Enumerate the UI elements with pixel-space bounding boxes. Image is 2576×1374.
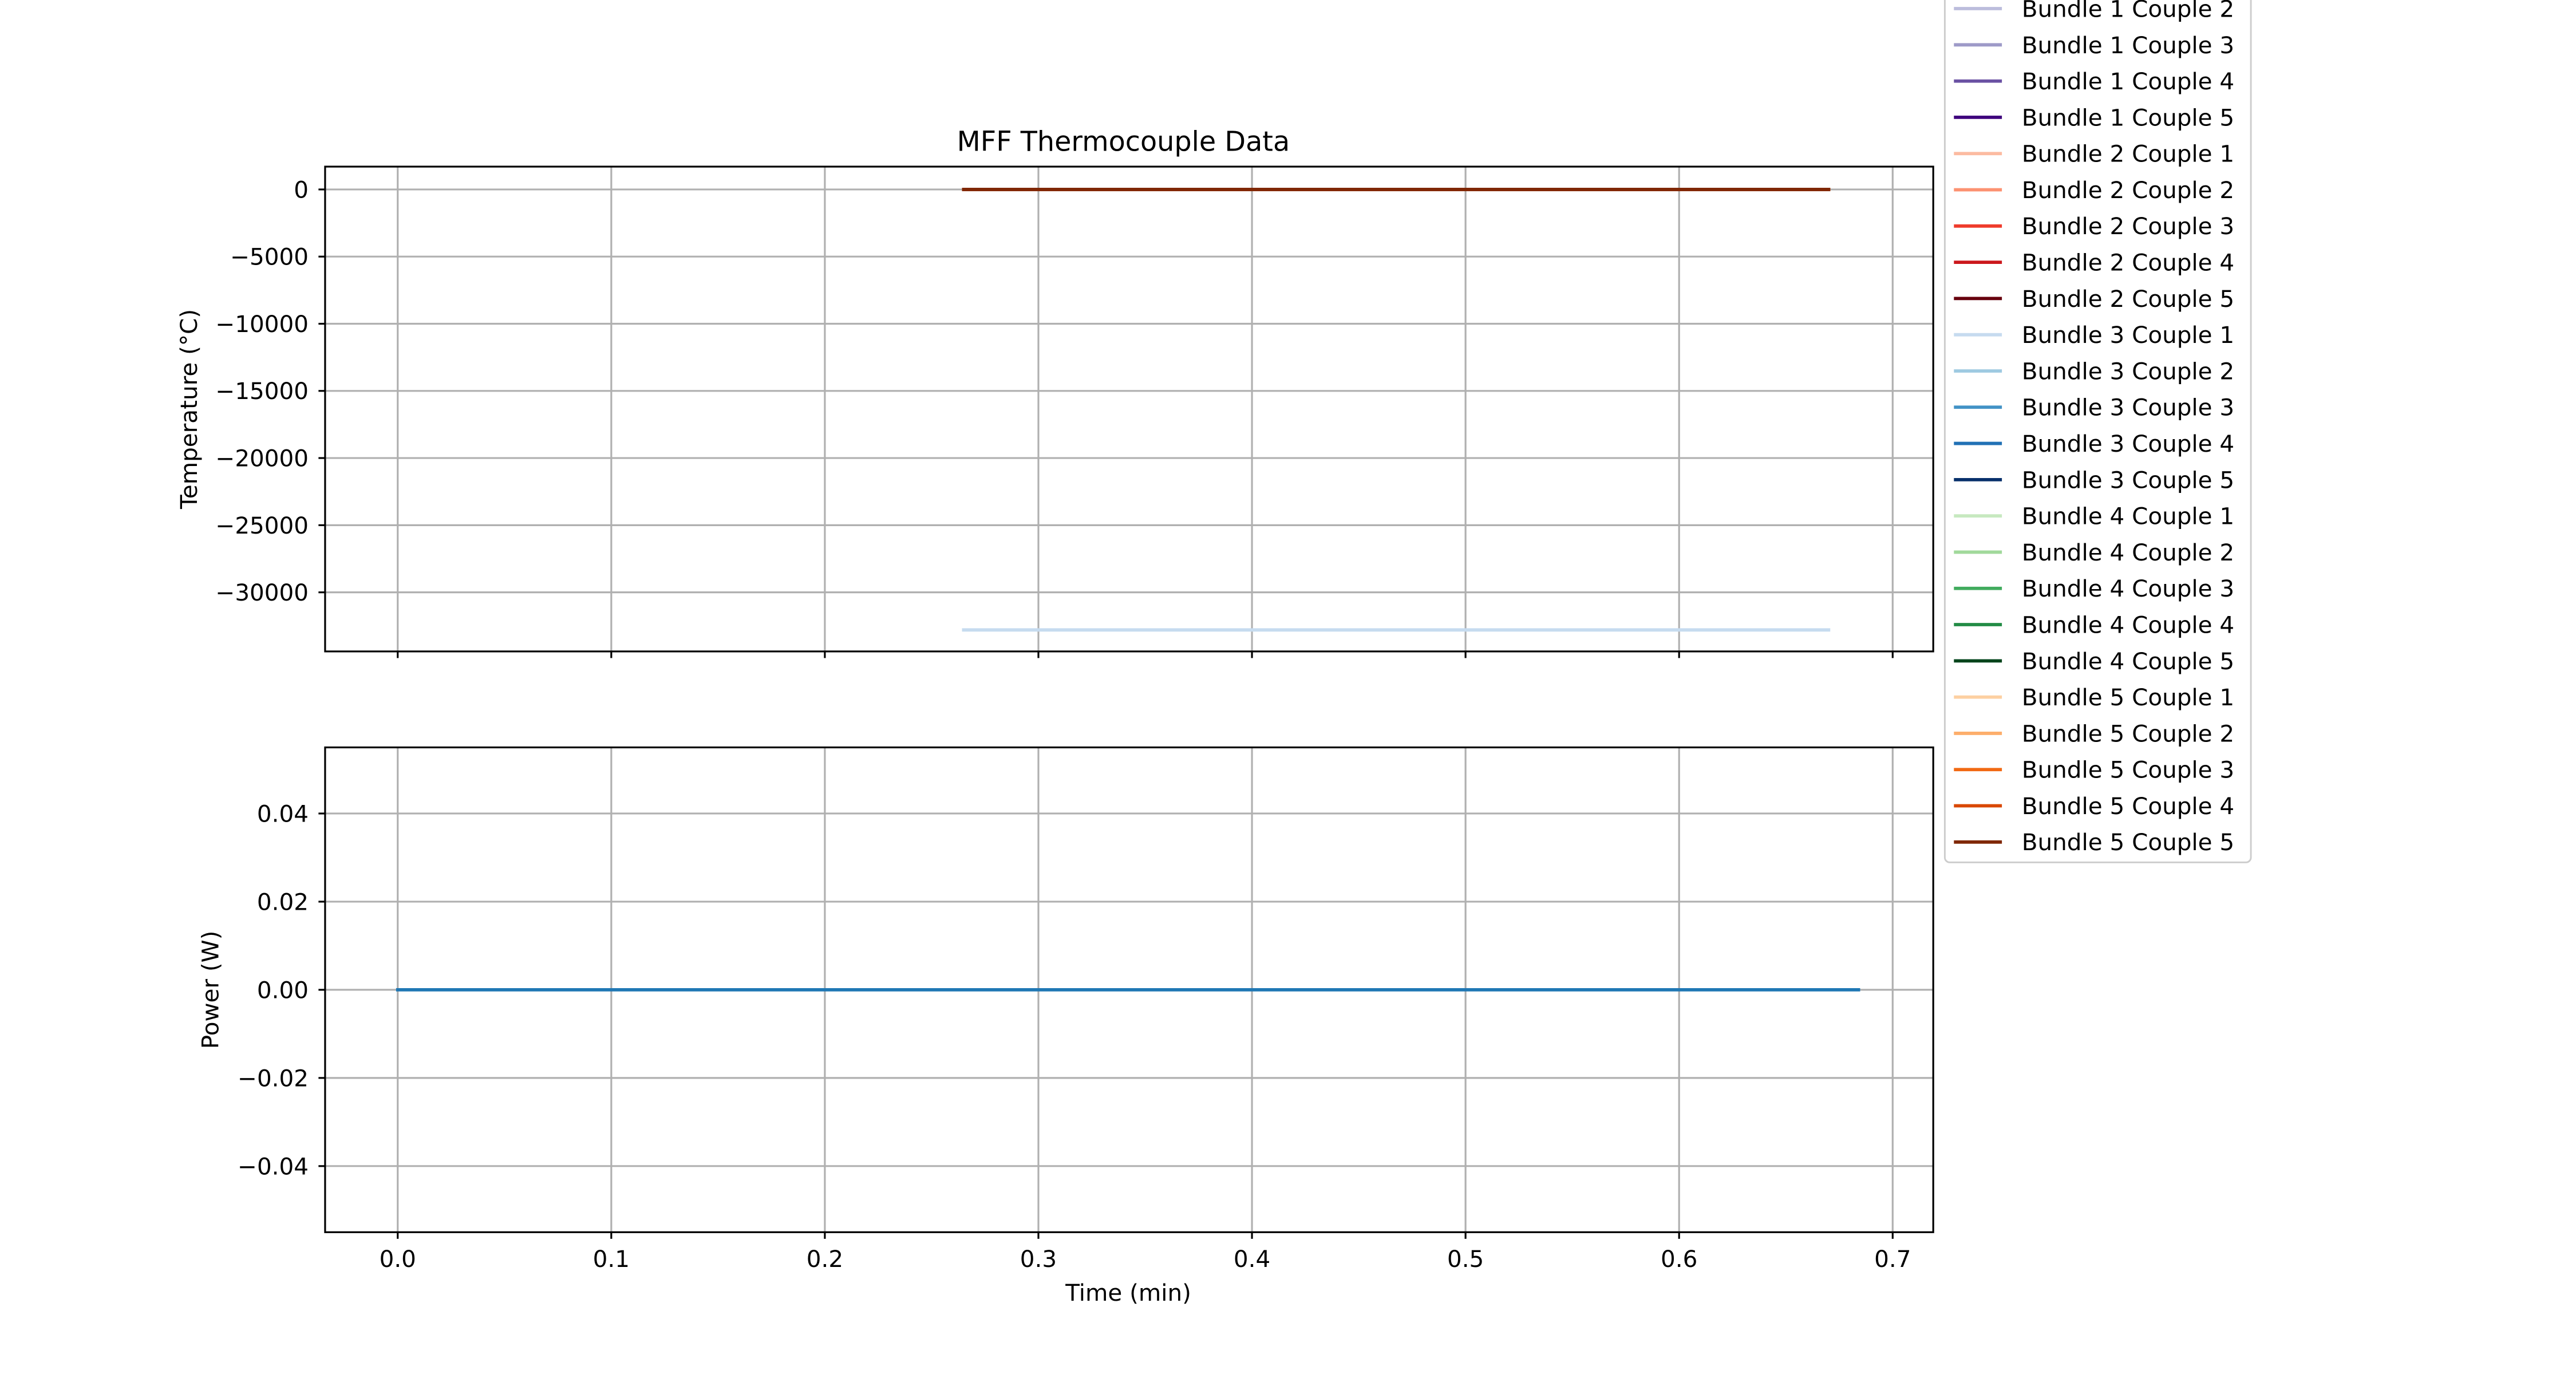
x-axis-label-time: Time (min) xyxy=(1065,1279,1191,1306)
y-tick-label: −0.04 xyxy=(238,1152,309,1180)
y-tick-label: −5000 xyxy=(230,243,309,271)
legend-label: Bundle 5 Couple 2 xyxy=(2022,720,2234,747)
temperature-axes: MFF Thermocouple Data Temperature (°C) 0… xyxy=(175,127,1934,658)
legend-label: Bundle 4 Couple 2 xyxy=(2022,539,2234,566)
power-ticks: 0.0 0.1 0.2 0.3 0.4 0.5 0.6 0.7 0.04 0.02 0.00 −0.0… xyxy=(238,800,1911,1273)
y-tick-label: 0 xyxy=(294,176,309,203)
y-tick-label: −0.02 xyxy=(238,1064,309,1092)
legend-label: Bundle 3 Couple 2 xyxy=(2022,357,2234,385)
x-tick-label: 0.2 xyxy=(807,1245,843,1273)
temperature-ticks: 0 −5000 −10000 −15000 −20000 −25000 −30000 xyxy=(215,176,1894,658)
y-tick-label: −10000 xyxy=(215,310,309,338)
legend-label: Bundle 5 Couple 3 xyxy=(2022,756,2234,784)
legend-label: Bundle 1 Couple 4 xyxy=(2022,68,2234,95)
y-tick-label: −30000 xyxy=(215,579,309,606)
legend-label: Bundle 3 Couple 5 xyxy=(2022,466,2234,493)
power-plot-frame xyxy=(324,746,1934,1233)
legend-label: Bundle 4 Couple 1 xyxy=(2022,503,2234,530)
legend-label: Bundle 5 Couple 5 xyxy=(2022,828,2234,856)
legend-frame xyxy=(1943,0,2252,863)
x-tick-label: 0.4 xyxy=(1234,1245,1270,1273)
power-axes: Power (W) Time (min) 0.0 0.1 0.2 0.3 0.4 0.5 0… xyxy=(197,746,1934,1306)
legend-items: Bundle 1 Couple 2 Bundle 1 Couple 3 Bundle… xyxy=(1954,0,2234,856)
legend-label: Bundle 1 Couple 3 xyxy=(2022,31,2234,59)
legend-label: Bundle 3 Couple 4 xyxy=(2022,430,2234,457)
legend-label: Bundle 4 Couple 4 xyxy=(2022,611,2234,638)
legend-label: Bundle 4 Couple 5 xyxy=(2022,647,2234,675)
legend-label: Bundle 2 Couple 4 xyxy=(2022,249,2234,277)
x-tick-label: 0.6 xyxy=(1661,1245,1697,1273)
legend-label: Bundle 3 Couple 1 xyxy=(2022,321,2234,349)
legend-label: Bundle 5 Couple 4 xyxy=(2022,792,2234,820)
y-tick-label: 0.02 xyxy=(257,888,309,915)
temperature-plot-frame xyxy=(324,165,1934,653)
temperature-series xyxy=(962,188,1831,632)
x-tick-label: 0.3 xyxy=(1020,1245,1057,1273)
legend-label: Bundle 2 Couple 2 xyxy=(2022,176,2234,204)
legend-label: Bundle 1 Couple 2 xyxy=(2022,0,2234,22)
x-tick-label: 0.7 xyxy=(1874,1245,1911,1273)
legend: Bundle 1 Couple 2 Bundle 1 Couple 3 Bundle… xyxy=(1943,0,2252,863)
legend-label: Bundle 2 Couple 5 xyxy=(2022,285,2234,313)
y-axis-label-temperature: Temperature (°C) xyxy=(175,309,203,510)
legend-label: Bundle 2 Couple 1 xyxy=(2022,140,2234,168)
y-axis-label-power: Power (W) xyxy=(197,931,224,1049)
chart-title: MFF Thermocouple Data xyxy=(957,127,1290,158)
legend-label: Bundle 3 Couple 3 xyxy=(2022,394,2234,421)
legend-label: Bundle 4 Couple 3 xyxy=(2022,575,2234,602)
legend-label: Bundle 1 Couple 5 xyxy=(2022,104,2234,131)
legend-label: Bundle 2 Couple 3 xyxy=(2022,212,2234,240)
y-tick-label: 0.00 xyxy=(257,976,309,1004)
y-tick-label: −20000 xyxy=(215,445,309,472)
y-tick-label: −15000 xyxy=(215,377,309,405)
x-tick-label: 0.5 xyxy=(1447,1245,1484,1273)
y-tick-label: −25000 xyxy=(215,512,309,539)
x-tick-label: 0.0 xyxy=(380,1245,416,1273)
legend-label: Bundle 5 Couple 1 xyxy=(2022,684,2234,711)
x-tick-label: 0.1 xyxy=(593,1245,630,1273)
y-tick-label: 0.04 xyxy=(257,800,309,827)
